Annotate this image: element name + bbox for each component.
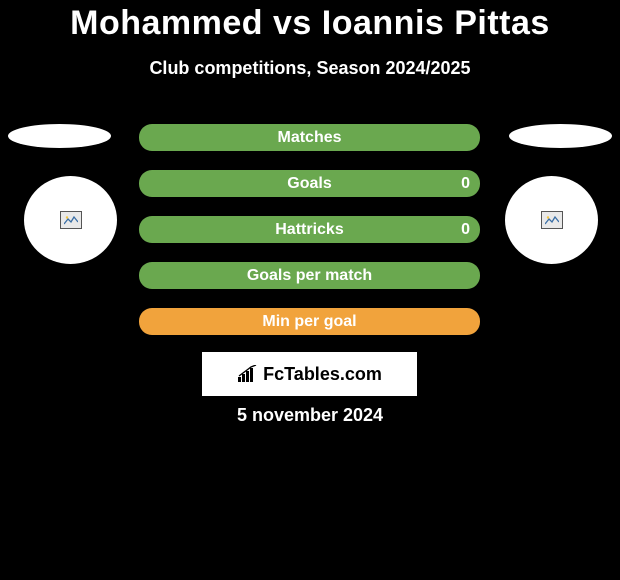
stat-bar-min-per-goal: Min per goal [139,308,480,335]
stat-bar-value-right: 0 [461,175,470,193]
stat-bar-label: Matches [277,129,341,147]
stat-bar-goals: Goals 0 [139,170,480,197]
infographic-root: Mohammed vs Ioannis Pittas Club competit… [0,0,620,580]
stat-bar-label: Goals per match [247,267,372,285]
source-logo-label: FcTables.com [263,364,382,385]
stat-bar-label: Min per goal [262,313,356,331]
stat-bar-goals-per-match: Goals per match [139,262,480,289]
player-avatar-left [24,176,117,264]
stat-bar-label: Goals [287,175,331,193]
stat-bar-hattricks: Hattricks 0 [139,216,480,243]
placeholder-image-icon [541,211,563,229]
stat-bar-matches: Matches [139,124,480,151]
player-base-right [509,124,612,148]
placeholder-image-icon [60,211,82,229]
player-base-left [8,124,111,148]
source-logo: FcTables.com [202,352,417,396]
page-subtitle: Club competitions, Season 2024/2025 [0,58,620,79]
stat-bar-value-right: 0 [461,221,470,239]
stat-bar-label: Hattricks [275,221,343,239]
player-avatar-right [505,176,598,264]
stat-bars: Matches Goals 0 Hattricks 0 Goals per ma… [139,124,480,354]
bars-chart-icon [237,365,259,383]
source-logo-text: FcTables.com [237,364,382,385]
snapshot-date: 5 november 2024 [0,405,620,426]
page-title: Mohammed vs Ioannis Pittas [0,4,620,43]
